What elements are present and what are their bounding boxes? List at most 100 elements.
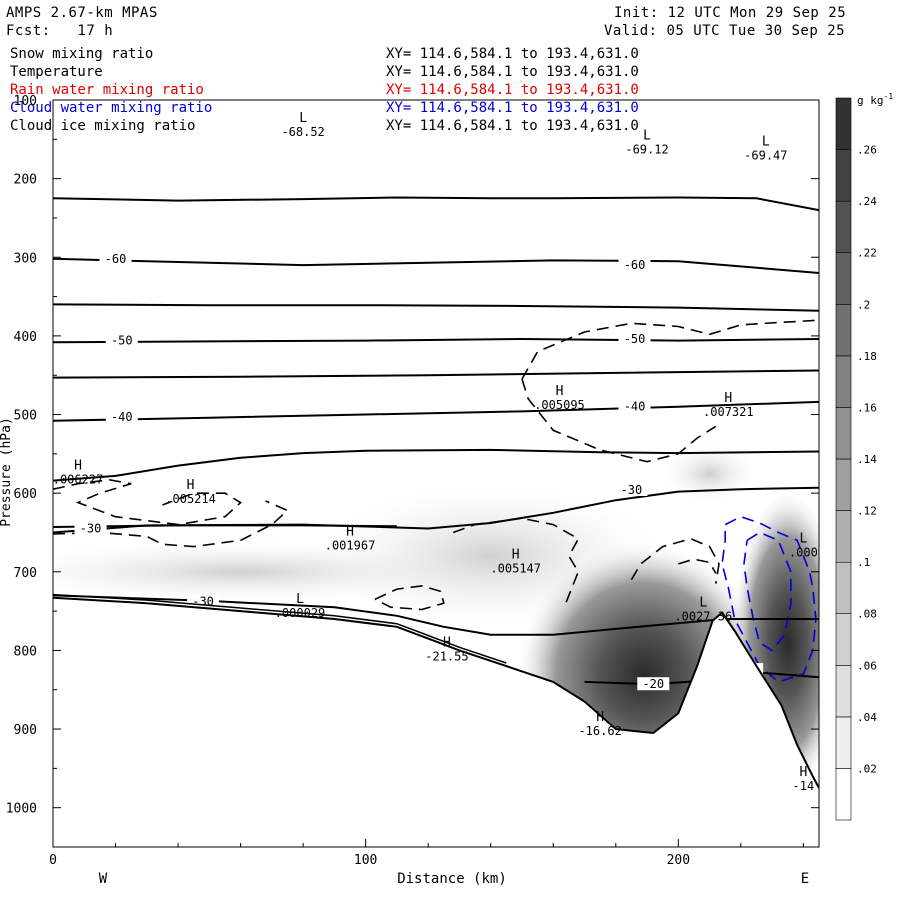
isotherm-line <box>53 257 819 274</box>
colorbar-unit: g kg-1 <box>857 92 893 107</box>
isotherm-line <box>53 303 819 312</box>
y-tick-label: 200 <box>14 173 37 188</box>
model-title: AMPS 2.67-km MPAS <box>6 5 158 21</box>
colorbar-tick-label: .04 <box>857 711 877 724</box>
isotherm-label: -50 <box>111 334 133 348</box>
extremum-value: -68.52 <box>281 125 324 139</box>
extremum-marker: H <box>556 384 564 399</box>
cloud-ice-contour <box>53 500 289 548</box>
extremum-value: .0027.36 <box>674 609 732 623</box>
valid-time: Valid: 05 UTC Tue 30 Sep 25 <box>604 23 846 39</box>
legend-field-name: Cloud water mixing ratio <box>10 100 212 116</box>
colorbar-tick-label: .12 <box>857 505 877 518</box>
extremum-value: .005095 <box>534 398 585 412</box>
colorbar-tick-label: .18 <box>857 350 877 363</box>
x-tick-label: 200 <box>667 853 690 868</box>
extremum-marker: H <box>512 547 520 562</box>
legend-field-xy: XY= 114.6,584.1 to 193.4,631.0 <box>386 100 639 116</box>
y-tick-label: 900 <box>14 723 37 738</box>
isotherm-label-bg <box>74 521 107 535</box>
extremum-marker: H <box>346 525 354 540</box>
isotherm-line <box>53 448 819 482</box>
isotherm-label-bg <box>99 251 132 265</box>
extremum-marker: L <box>762 135 770 150</box>
isotherm-label: -30 <box>80 522 102 536</box>
extremum-marker: L <box>299 111 307 126</box>
extremum-marker: H <box>74 459 82 474</box>
legend-field-name: Cloud ice mixing ratio <box>10 118 195 134</box>
isotherm-label: -40 <box>111 410 133 424</box>
colorbar-tick-label: .08 <box>857 608 877 621</box>
isotherm-label: -60 <box>624 258 646 272</box>
forecast-hour: Fcst: 17 h <box>6 23 114 39</box>
y-tick-label: 600 <box>14 487 37 502</box>
colorbar: g kg-1 .02 .04 .06 .08 .1 .12 .14 .16 .18 .2 .22 .2… <box>835 92 893 821</box>
colorbar-swatch <box>835 664 852 718</box>
isotherm-line <box>53 369 819 379</box>
init-time: Init: 12 UTC Mon 29 Sep 25 <box>614 5 847 21</box>
legend-field-name: Snow mixing ratio <box>10 46 153 62</box>
isotherm-label-bg <box>105 333 138 347</box>
extremum-value: .005214 <box>165 492 216 506</box>
terrain-outline <box>53 596 819 789</box>
colorbar-swatch <box>835 613 852 666</box>
cloud-ice-contour <box>678 558 717 574</box>
isotherm-line <box>53 337 819 344</box>
x-axis-label: Distance (km) <box>397 871 507 887</box>
legend-field-xy: XY= 114.6,584.1 to 193.4,631.0 <box>386 64 639 80</box>
extremum-value: .001967 <box>325 539 376 553</box>
cloud-ice-contour <box>53 478 242 526</box>
extremum-value: .006227 <box>53 473 104 487</box>
extremum-value: .005147 <box>490 561 541 575</box>
y-tick-label: 300 <box>14 251 37 266</box>
extremum-value: -14 <box>793 779 815 793</box>
colorbar-swatch <box>835 252 852 305</box>
terrain-fill <box>53 597 819 847</box>
isotherm-label-bg <box>618 258 651 272</box>
axes: 100 200 300 400 500 600 700 800 900 1000 0 100 200 <box>6 94 819 868</box>
y-tick-label: 500 <box>14 409 37 424</box>
colorbar-tick-label: .02 <box>857 762 877 775</box>
isotherm-label: -60 <box>105 252 127 266</box>
extremum-marker: H <box>596 710 604 725</box>
cloud-ice-contour <box>374 585 445 611</box>
extremum-marker: L <box>296 592 304 607</box>
legend-field-xy: XY= 114.6,584.1 to 193.4,631.0 <box>386 46 639 62</box>
colorbar-tick-label: .26 <box>857 144 877 157</box>
extrema-labels: L-68.52 L-69.12 L-69.47H.005095 H.007321H.0… <box>53 111 818 793</box>
snow-shading-faint <box>664 445 755 502</box>
extremum-marker: H <box>799 765 807 780</box>
legend-field-name: Temperature <box>10 64 103 80</box>
colorbar-swatch <box>835 149 852 202</box>
y-tick-label: 700 <box>14 566 37 581</box>
extremum-value: -69.12 <box>625 142 668 156</box>
isotherm-label: -40 <box>624 400 646 414</box>
extremum-value: .000 <box>789 546 818 560</box>
isotherm-line <box>53 524 397 528</box>
colorbar-swatch <box>835 303 852 357</box>
extremum-value: .007321 <box>703 405 754 419</box>
y-tick-label: 100 <box>14 94 37 109</box>
extremum-marker: L <box>643 128 651 143</box>
cloud-ice-contour <box>630 537 720 584</box>
colorbar-swatch <box>835 407 852 460</box>
legend-field-name: Rain water mixing ratio <box>10 82 204 98</box>
colorbar-swatch <box>835 200 852 254</box>
colorbar-swatch <box>835 716 852 769</box>
colorbar-swatch <box>835 458 852 511</box>
y-tick-label: 1000 <box>6 802 37 817</box>
x-tick-label: 100 <box>354 853 377 868</box>
y-tick-label: 400 <box>14 330 37 345</box>
colorbar-tick-label: .22 <box>857 247 877 260</box>
legend-field-xy: XY= 114.6,584.1 to 193.4,631.0 <box>386 118 639 134</box>
terrain-outline <box>53 593 507 664</box>
terrain <box>53 593 819 847</box>
isotherm-label-bg <box>637 677 670 691</box>
isotherm-line <box>53 400 819 422</box>
field-legend: Snow mixing ratio XY= 114.6,584.1 to 193.… <box>10 46 639 134</box>
colorbar-tick-label: .24 <box>857 195 877 208</box>
colorbar-tick-label: .06 <box>857 659 877 672</box>
isotherm-label-bg <box>618 399 651 413</box>
extremum-marker: H <box>443 635 451 650</box>
